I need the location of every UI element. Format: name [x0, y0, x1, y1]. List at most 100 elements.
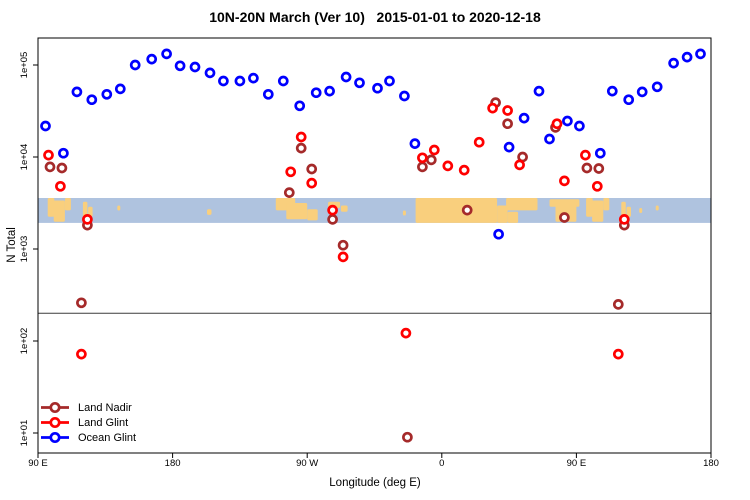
ocean-glint-point — [562, 115, 573, 127]
legend-marker-icon — [41, 431, 69, 444]
ocean-glint-point — [189, 61, 201, 73]
ocean-glint-point — [174, 60, 186, 72]
x-tick-label: 90 E — [566, 458, 587, 469]
ocean-glint-point — [294, 100, 306, 112]
ocean-glint-point — [493, 228, 504, 240]
land-nadir-point — [502, 118, 513, 130]
y-tick-label: 1e+02 — [19, 327, 30, 355]
map-land-shape — [592, 200, 604, 222]
x-tick-label: 180 — [703, 458, 719, 469]
series-land-glint — [43, 102, 630, 360]
series-ocean-glint — [40, 48, 706, 240]
x-tick-label: 90 E — [28, 458, 48, 469]
map-land-shape — [47, 198, 55, 217]
land-nadir-point — [612, 299, 624, 310]
ocean-glint-point — [594, 147, 606, 159]
ocean-glint-point — [533, 85, 545, 97]
map-land-shape — [507, 211, 519, 223]
ocean-glint-point — [623, 94, 635, 106]
land-glint-point — [559, 175, 570, 187]
ocean-glint-point — [310, 87, 322, 99]
land-glint-point — [337, 251, 349, 263]
land-nadir-point — [295, 142, 307, 154]
x-tick-label: 90 W — [296, 458, 319, 469]
map-land-shape — [207, 209, 212, 215]
y-tick-label: 1e+04 — [19, 143, 30, 171]
ocean-glint-point — [218, 75, 229, 87]
map-land-shape — [286, 203, 308, 220]
ocean-glint-point — [606, 85, 618, 97]
map-land-shape — [506, 198, 538, 211]
land-glint-point — [327, 204, 338, 216]
land-glint-point — [618, 214, 630, 225]
land-nadir-point — [402, 431, 413, 443]
ocean-glint-point — [518, 112, 530, 124]
land-nadir-point — [417, 161, 428, 173]
ocean-glint-point — [86, 94, 98, 106]
ocean-glint-point — [340, 71, 352, 83]
ocean-glint-point — [544, 133, 555, 145]
ocean-glint-point — [146, 53, 158, 65]
legend-circle — [49, 416, 61, 429]
land-glint-point — [458, 164, 470, 176]
land-glint-point — [295, 131, 307, 143]
land-glint-point — [591, 180, 603, 192]
legend-item: Ocean Glint — [41, 430, 136, 445]
ocean-glint-point — [503, 141, 515, 153]
ocean-glint-point — [681, 51, 693, 63]
ocean-glint-point — [58, 147, 69, 159]
land-glint-point — [55, 180, 66, 192]
legend-marker-icon — [41, 401, 69, 414]
map-land-shape — [497, 205, 508, 223]
land-glint-point — [285, 166, 297, 178]
land-glint-point — [580, 149, 591, 161]
ocean-glint-point — [324, 85, 335, 97]
map-land-shape — [626, 206, 631, 217]
land-nadir-point — [76, 297, 87, 309]
land-glint-point — [400, 327, 412, 339]
map-land-shape — [639, 208, 643, 213]
land-nadir-point — [306, 163, 318, 175]
ocean-glint-point — [651, 81, 663, 93]
land-glint-point — [514, 159, 525, 171]
legend-label: Land Nadir — [78, 401, 132, 414]
land-glint-point — [82, 214, 93, 225]
land-glint-point — [487, 102, 498, 114]
ocean-glint-point — [277, 75, 289, 87]
land-nadir-point — [461, 204, 473, 216]
map-land-shape — [586, 198, 593, 217]
land-glint-point — [502, 105, 513, 116]
ocean-glint-point — [248, 72, 259, 84]
ocean-glint-point — [574, 120, 585, 132]
ocean-glint-point — [372, 82, 383, 94]
x-axis-title: Longitude (deg E) — [329, 477, 421, 489]
land-glint-point — [551, 118, 563, 130]
map-ocean-band — [38, 198, 711, 223]
land-nadir-point — [581, 162, 593, 174]
map-land-shape — [340, 205, 348, 212]
map-land-shape — [88, 206, 93, 217]
land-nadir-point — [425, 154, 437, 166]
legend-item: Land Nadir — [41, 400, 136, 415]
ocean-glint-point — [234, 75, 246, 87]
land-nadir-point — [56, 162, 68, 174]
y-tick-label: 1e+03 — [19, 235, 30, 263]
map-land-shape — [415, 198, 498, 223]
land-nadir-point — [337, 239, 349, 251]
land-glint-point — [612, 348, 624, 360]
legend-marker-icon — [41, 416, 69, 429]
map-land-shape — [603, 198, 610, 211]
land-glint-point — [76, 348, 87, 360]
map-land-shape — [53, 200, 65, 222]
ocean-glint-point — [636, 86, 648, 98]
ocean-glint-point — [204, 67, 216, 79]
legend-label: Land Glint — [78, 416, 129, 429]
map-land-shape — [117, 205, 121, 211]
land-glint-point — [417, 152, 428, 164]
ocean-glint-point — [161, 48, 172, 60]
map-land-shape — [655, 205, 659, 211]
land-nadir-point — [327, 214, 338, 225]
ocean-glint-point — [384, 75, 395, 87]
ocean-glint-point — [409, 138, 421, 149]
